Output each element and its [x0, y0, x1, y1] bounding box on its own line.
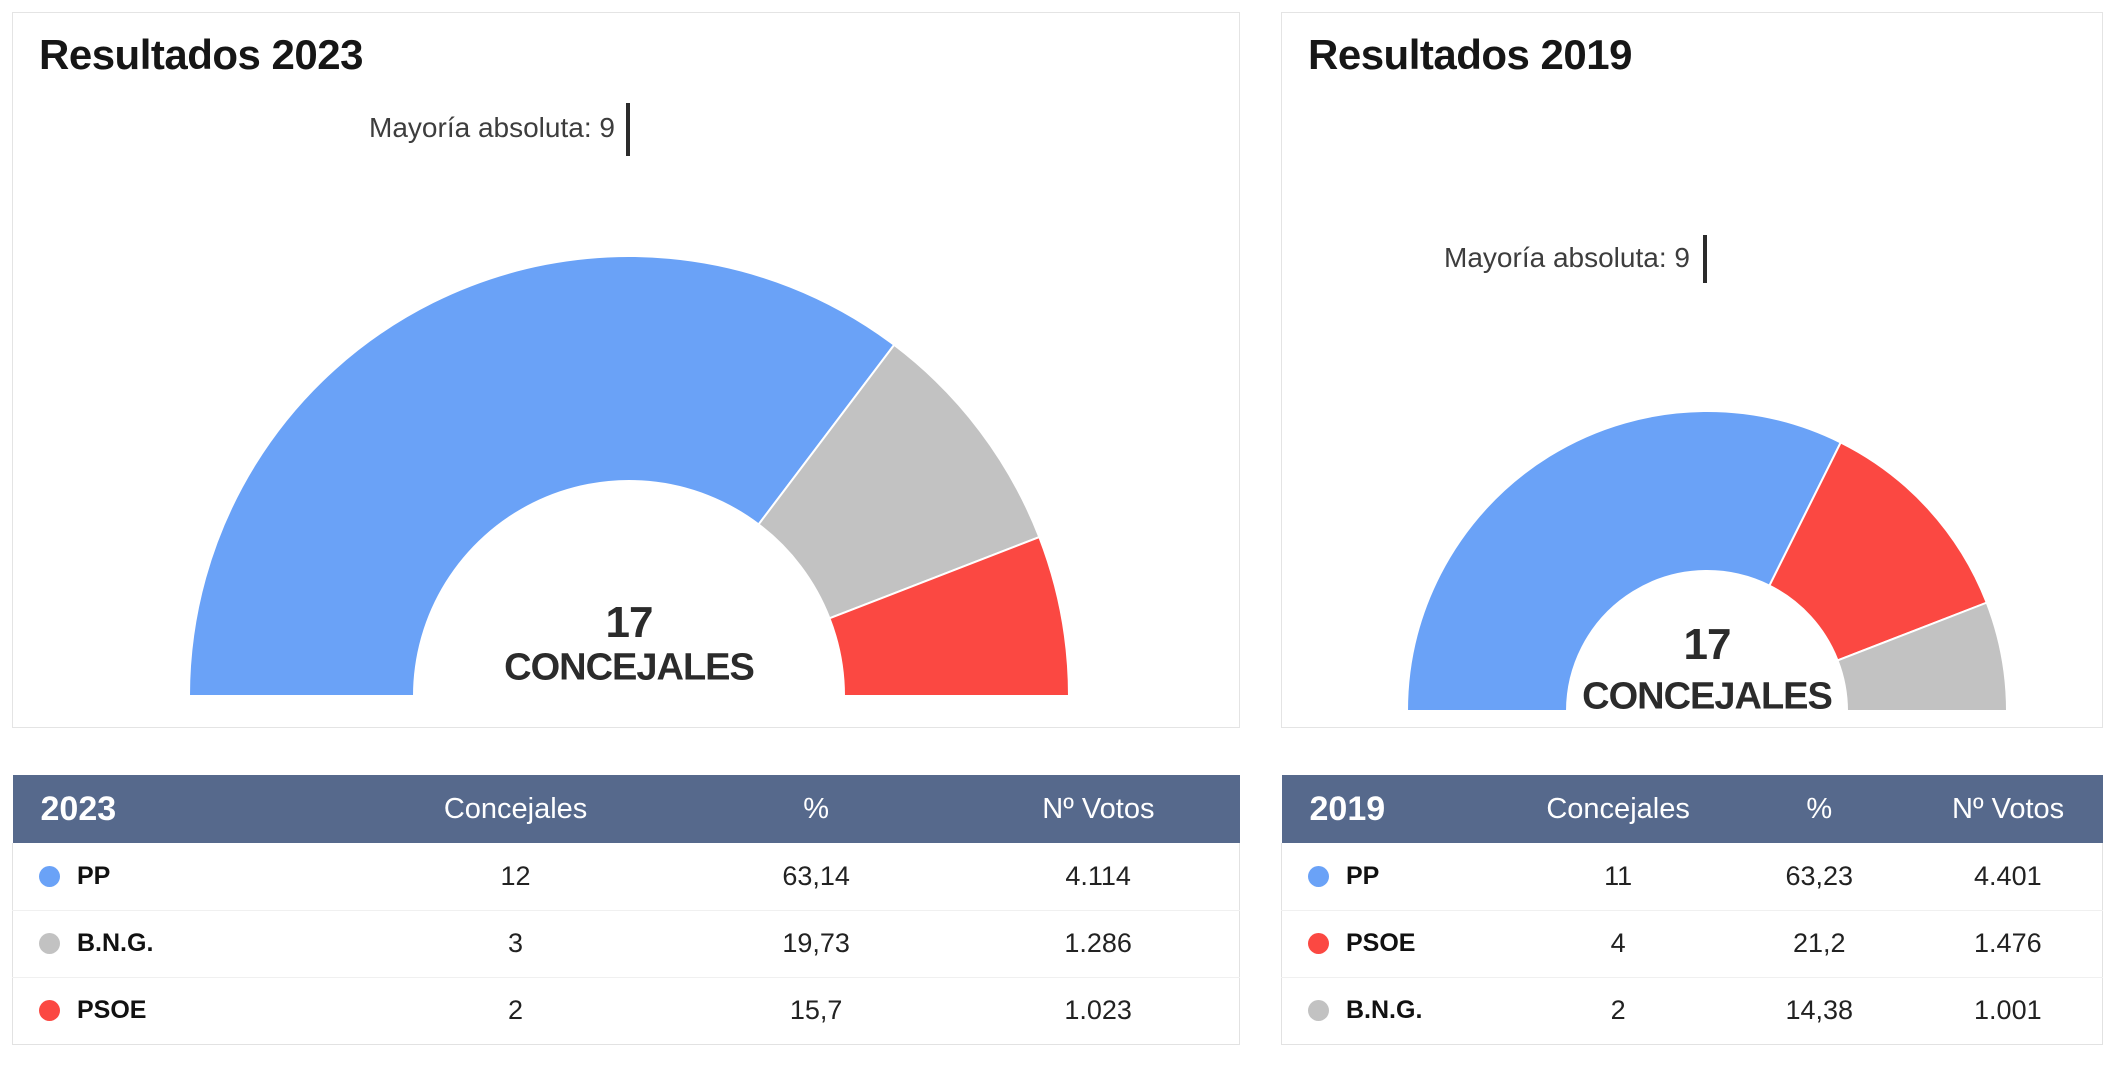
total-seats-label: CONCEJALES — [504, 646, 755, 689]
votes-column-header: Nº Votos — [1952, 792, 2065, 825]
party-name: PSOE — [1346, 929, 1416, 957]
table-row: B.N.G. 3 19,73 1.286 — [12, 909, 1240, 977]
seats-value: 3 — [356, 909, 676, 977]
table-row: B.N.G. 2 14,38 1.001 — [1281, 976, 2103, 1044]
party-color-dot — [39, 1000, 60, 1021]
results-2023-table: 2023 Concejales % Nº Votos PP 12 63,14 4… — [12, 775, 1240, 1045]
table-header-row: 2023 Concejales % Nº Votos — [12, 775, 1240, 843]
percent-value: 14,38 — [1724, 976, 1914, 1044]
party-color-dot — [1308, 865, 1329, 887]
majority-absolute-label: Mayoría absoluta: 9 — [369, 112, 615, 143]
votes-value: 1.286 — [957, 909, 1240, 977]
results-2023-card: Resultados 2023 Mayoría absoluta: 9 17 C… — [12, 12, 1240, 728]
percent-column-header: % — [803, 792, 830, 825]
percent-value: 21,2 — [1724, 909, 1914, 977]
page-title: Resultados 2023 — [39, 31, 364, 78]
concejales-column-header: Concejales — [1546, 792, 1690, 825]
votes-value: 1.001 — [1913, 976, 2103, 1044]
seats-gauge-chart — [187, 255, 1071, 697]
party-name: PP — [77, 861, 111, 890]
table-row: PP 11 63,23 4.401 — [1281, 843, 2103, 910]
seats-value: 11 — [1604, 860, 1633, 891]
table-row: PSOE 4 21,2 1.476 — [1281, 909, 2103, 977]
year-header: 2019 — [1309, 789, 1386, 828]
party-color-dot — [39, 865, 60, 887]
year-header: 2023 — [40, 789, 117, 828]
page-title: Resultados 2019 — [1308, 31, 1633, 78]
party-name: B.N.G. — [1346, 996, 1423, 1024]
percent-value: 63,23 — [1785, 860, 1854, 891]
majority-absolute-label: Mayoría absoluta: 9 — [1444, 242, 1690, 273]
party-name: PP — [1346, 861, 1380, 890]
gauge-segment-psoe — [828, 535, 1071, 697]
votes-value: 1.023 — [957, 976, 1240, 1044]
percent-value: 15,7 — [675, 976, 958, 1044]
total-seats-label: CONCEJALES — [1582, 675, 1833, 718]
gauge-segment-pp — [187, 255, 896, 697]
seats-value: 4 — [1511, 909, 1725, 977]
party-name: PSOE — [77, 996, 147, 1024]
party-color-dot — [39, 933, 60, 954]
votes-column-header: Nº Votos — [1042, 792, 1155, 825]
percent-value: 63,14 — [782, 860, 850, 891]
gauge-segment-psoe — [1768, 441, 1989, 662]
party-color-dot — [1308, 933, 1329, 954]
table-row: PP 12 63,14 4.114 — [12, 843, 1240, 910]
gauge-segment-bng — [1836, 601, 2009, 712]
total-seats-value: 17 — [605, 598, 654, 647]
results-2019-table: 2019 Concejales % Nº Votos PP 11 63,23 4… — [1281, 775, 2103, 1045]
percent-column-header: % — [1806, 792, 1833, 825]
table-row: PSOE 2 15,7 1.023 — [12, 976, 1240, 1044]
concejales-column-header: Concejales — [443, 792, 588, 825]
seats-value: 2 — [356, 976, 676, 1044]
party-name: B.N.G. — [77, 929, 154, 957]
votes-value: 4.401 — [1974, 860, 2042, 891]
total-seats-value: 17 — [1683, 620, 1732, 669]
gauge-segment-pp — [1405, 410, 1843, 712]
results-2019-card: Resultados 2019 Mayoría absoluta: 9 17 C… — [1281, 12, 2103, 728]
seats-gauge-chart — [1405, 410, 2009, 712]
majority-tick-marker — [626, 103, 630, 156]
party-color-dot — [1308, 1000, 1329, 1021]
majority-tick-marker — [1703, 235, 1707, 283]
votes-value: 1.476 — [1913, 909, 2103, 977]
votes-value: 4.114 — [1065, 860, 1131, 891]
seats-value: 2 — [1511, 976, 1725, 1044]
percent-value: 19,73 — [675, 909, 958, 977]
table-header-row: 2019 Concejales % Nº Votos — [1281, 775, 2103, 843]
seats-value: 12 — [500, 860, 531, 891]
